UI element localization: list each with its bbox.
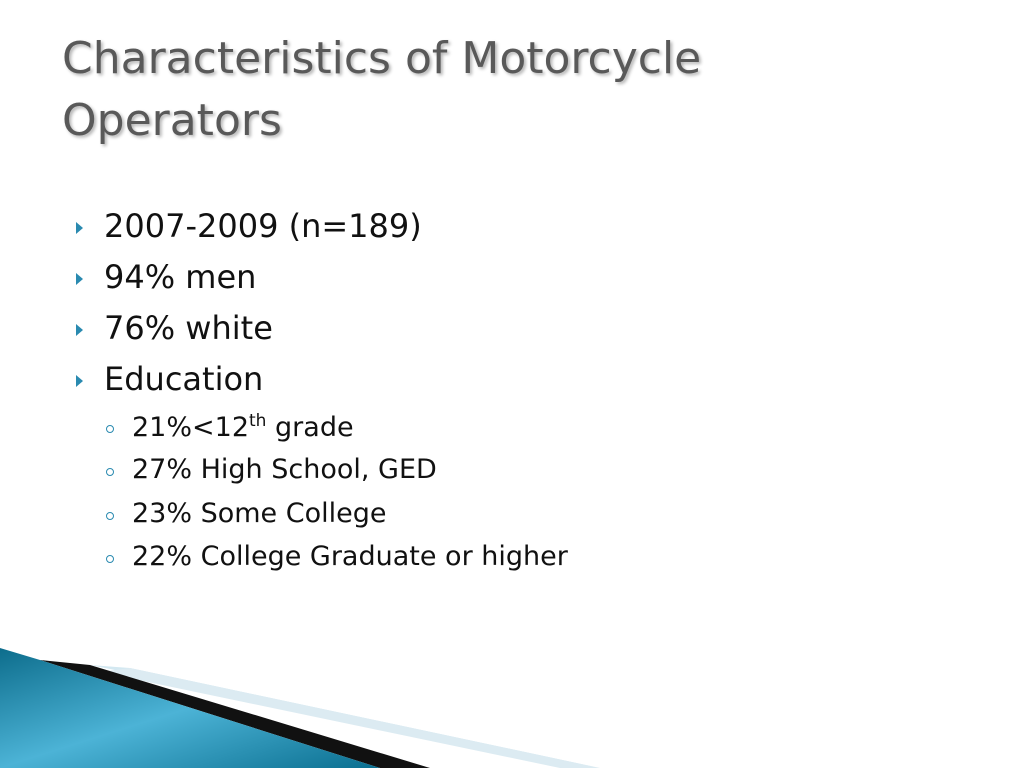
light-band: [100, 668, 600, 768]
bullet-marker: [76, 273, 83, 285]
bullet-marker: [76, 222, 83, 234]
bullet: 2007-2009 (n=189): [104, 207, 422, 245]
sub-bullet-marker: [106, 425, 114, 433]
sub-bullet-marker: [106, 555, 114, 563]
bullet-marker: [76, 375, 83, 387]
bullet-marker: [76, 324, 83, 336]
sub-bullet: 27% High School, GED: [132, 454, 437, 485]
title: Characteristics of Motorcycle Operators: [62, 33, 702, 146]
superscript: th: [249, 411, 267, 431]
bullet: Education: [104, 360, 264, 398]
sub-bullet: 22% College Graduate or higher: [132, 541, 568, 572]
bullet: 76% white: [104, 309, 273, 347]
sub-bullet-marker: [106, 468, 114, 476]
dark-band: [40, 660, 430, 768]
sub-bullet-text: 21%<12: [132, 412, 249, 443]
sub-bullet: 21%<12th grade: [132, 411, 354, 443]
teal-band: [0, 648, 380, 768]
sub-bullet-marker: [106, 512, 114, 520]
sub-bullet: 23% Some College: [132, 498, 387, 529]
sub-bullet-text: grade: [275, 412, 354, 443]
bullet: 94% men: [104, 258, 257, 296]
